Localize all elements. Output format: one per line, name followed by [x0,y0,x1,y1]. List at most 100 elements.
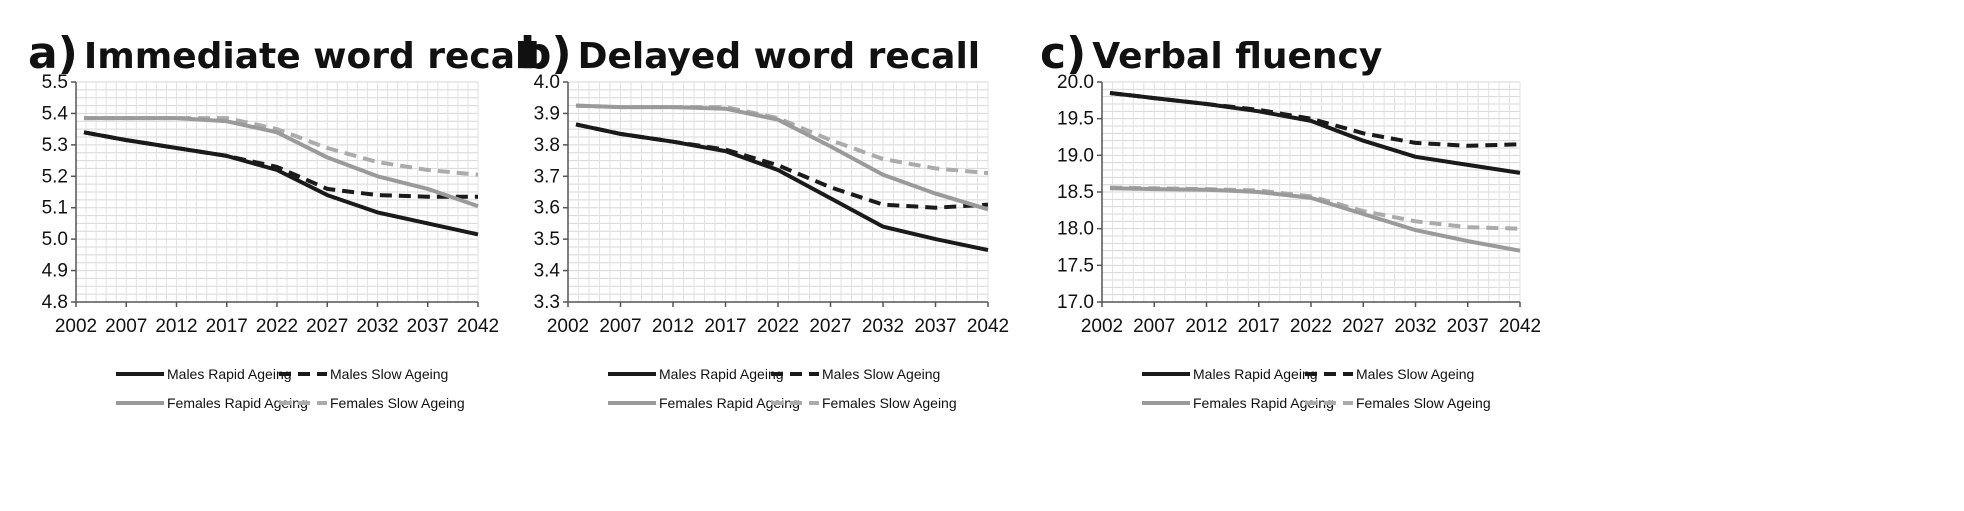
series-line-females-rapid-ageing [84,116,479,208]
y-tick-label: 3.4 [534,261,561,282]
legend-label: Males Slow Ageing [330,366,448,382]
x-tick-label: 2017 [704,316,746,337]
y-tick-label: 3.7 [534,166,560,187]
y-tick-label: 20.0 [1057,72,1094,93]
series-line-females-rapid-ageing [575,103,989,212]
y-tick-label: 3.9 [534,103,560,124]
series-line-females-rapid-ageing [1109,186,1521,253]
x-tick-label: 2007 [105,316,147,337]
x-tick-label: 2032 [356,316,398,337]
legend-item: Females Rapid Ageing [1142,395,1334,411]
x-tick-label: 2032 [862,316,904,337]
y-tick-label: 5.2 [42,166,68,187]
legend-item: Females Slow Ageing [1305,395,1491,411]
y-tick-label: 3.5 [534,229,560,250]
y-tick-label: 5.4 [42,103,69,124]
panel-title-b: Delayed word recall [577,36,981,77]
x-tick-label: 2017 [206,316,248,337]
line-chart-c: 17.0 17.5 18.0 18.5 19.0 19.5 20.0 2002 2007 2012… [1057,72,1541,411]
x-tick-label: 2027 [809,316,851,337]
x-tick-label: 2017 [1238,316,1280,337]
y-tick-label: 3.8 [534,135,560,156]
legend-item: Males Slow Ageing [279,366,448,382]
x-tick-label: 2042 [457,316,499,337]
y-tick-label: 18.0 [1057,219,1094,240]
x-tick-label: 2012 [155,316,197,337]
line-chart-a: 4.8 4.9 5.0 5.1 5.2 5.3 5.4 5.5 2002 2007 2012 2017… [42,72,500,411]
chart-panel-c: c) Verbal fluency 17.0 17.5 18.0 18.5 19.0 19.… [1040,0,1680,511]
x-tick-label: 2002 [55,316,97,337]
x-tick-label: 2007 [1133,316,1175,337]
x-tick-label: 2042 [1499,316,1541,337]
y-tick-label: 17.0 [1057,292,1094,313]
y-tick-label: 3.6 [534,198,560,219]
legend-label: Males Rapid Ageing [659,366,784,382]
legend-item: Males Slow Ageing [771,366,940,382]
legend-label: Males Slow Ageing [1356,366,1474,382]
x-tick-label: 2037 [407,316,449,337]
legend-label: Females Rapid Ageing [659,395,800,411]
legend-item: Females Rapid Ageing [116,395,308,411]
legend-label: Females Slow Ageing [822,395,957,411]
x-tick-label: 2002 [547,316,589,337]
x-tick-label: 2042 [967,316,1009,337]
y-tick-label: 17.5 [1057,255,1094,276]
x-tick-label: 2027 [306,316,348,337]
y-tick-label: 4.9 [42,261,68,282]
legend-label: Females Slow Ageing [1356,395,1491,411]
legend-item: Males Rapid Ageing [608,366,784,382]
panel-letter-a: a) [28,28,78,79]
legend-item: Females Slow Ageing [771,395,957,411]
panel-title-c: Verbal fluency [1092,36,1383,77]
series-line-males-rapid-ageing [1109,91,1521,175]
chart-panel-a: a) Immediate word recall 4.8 4.9 5.0 5.1 5.2 5… [28,0,668,511]
x-tick-label: 2027 [1342,316,1384,337]
legend-label: Females Rapid Ageing [1193,395,1334,411]
y-tick-label: 5.0 [42,229,68,250]
legend-label: Males Rapid Ageing [167,366,292,382]
chart-title-b: b) Delayed word recall [520,28,980,79]
x-tick-label: 2012 [652,316,694,337]
series-line-females-slow-ageing [1109,185,1521,231]
legend-label: Females Rapid Ageing [167,395,308,411]
x-tick-label: 2037 [914,316,956,337]
grid [567,81,989,303]
grid [75,81,479,303]
legend-item: Males Rapid Ageing [1142,366,1318,382]
legend-item: Females Rapid Ageing [608,395,800,411]
series-line-males-rapid-ageing [83,130,479,237]
x-tick-label: 2022 [757,316,799,337]
legend-item: Males Slow Ageing [1305,366,1474,382]
x-tick-label: 2012 [1185,316,1227,337]
legend-item: Males Rapid Ageing [116,366,292,382]
x-tick-label: 2022 [256,316,298,337]
y-tick-label: 19.5 [1057,109,1094,130]
y-tick-label: 18.5 [1057,182,1094,203]
series-line-females-slow-ageing [575,103,989,176]
x-tick-label: 2032 [1394,316,1436,337]
legend-label: Males Slow Ageing [822,366,940,382]
x-tick-label: 2022 [1290,316,1332,337]
x-tick-label: 2037 [1447,316,1489,337]
y-tick-label: 5.1 [42,198,68,219]
x-tick-label: 2007 [599,316,641,337]
legend-label: Males Rapid Ageing [1193,366,1318,382]
y-tick-label: 4.0 [534,72,560,93]
chart-panel-b: b) Delayed word recall 3.3 3.4 3.5 3.6 3.7 3.8… [520,0,1160,511]
y-tick-label: 5.3 [42,135,68,156]
panel-title-a: Immediate word recall [83,36,540,77]
panel-letter-b: b) [520,28,572,79]
y-tick-label: 3.3 [534,292,560,313]
line-chart-b: 3.3 3.4 3.5 3.6 3.7 3.8 3.9 4.0 2002 2007 2012 2017… [534,72,1010,411]
chart-title-c: c) Verbal fluency [1040,28,1382,79]
chart-title-a: a) Immediate word recall [28,28,540,79]
series-line-males-rapid-ageing [575,122,989,253]
y-tick-label: 19.0 [1057,145,1094,166]
series-line-females-slow-ageing [84,116,479,177]
y-tick-label: 4.8 [42,292,68,313]
legend-item: Females Slow Ageing [279,395,465,411]
y-tick-label: 5.5 [42,72,68,93]
panel-letter-c: c) [1040,28,1087,79]
x-tick-label: 2002 [1081,316,1123,337]
grid [1101,81,1521,303]
